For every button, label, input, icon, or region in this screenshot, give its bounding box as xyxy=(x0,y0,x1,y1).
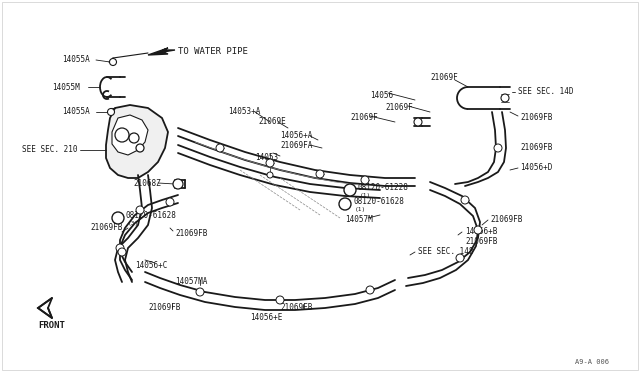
Circle shape xyxy=(112,212,124,224)
Text: SEE SEC. 210: SEE SEC. 210 xyxy=(22,145,77,154)
Circle shape xyxy=(461,196,469,204)
Text: 14057MA: 14057MA xyxy=(175,278,207,286)
Circle shape xyxy=(216,144,224,152)
Text: SEE SEC. 148: SEE SEC. 148 xyxy=(418,247,474,257)
Text: 21069F: 21069F xyxy=(430,74,458,83)
Circle shape xyxy=(266,159,274,167)
Text: 14055A: 14055A xyxy=(62,55,90,64)
Text: B: B xyxy=(348,187,352,192)
Text: 14056+A: 14056+A xyxy=(280,131,312,141)
Text: TO WATER PIPE: TO WATER PIPE xyxy=(178,46,248,55)
Text: 21069FB: 21069FB xyxy=(175,228,207,237)
Text: B: B xyxy=(343,202,347,206)
Text: 14057M: 14057M xyxy=(345,215,372,224)
Text: (1): (1) xyxy=(360,193,371,199)
Text: B: B xyxy=(116,215,120,221)
Circle shape xyxy=(494,144,502,152)
Text: (1): (1) xyxy=(355,208,366,212)
Circle shape xyxy=(414,118,422,126)
Text: 14053: 14053 xyxy=(255,153,278,161)
Text: FRONT: FRONT xyxy=(38,321,65,330)
Circle shape xyxy=(108,109,115,115)
Text: 21069FB: 21069FB xyxy=(490,215,522,224)
Text: 14056+B: 14056+B xyxy=(465,228,497,237)
Circle shape xyxy=(456,254,464,262)
Polygon shape xyxy=(106,105,168,178)
Text: 14055A: 14055A xyxy=(62,108,90,116)
Circle shape xyxy=(316,170,324,178)
Text: 21069FB: 21069FB xyxy=(280,304,312,312)
Text: 21069FB: 21069FB xyxy=(520,113,552,122)
Circle shape xyxy=(118,248,126,256)
Text: SEE SEC. 14D: SEE SEC. 14D xyxy=(518,87,573,96)
Circle shape xyxy=(196,288,204,296)
Text: 14056+E: 14056+E xyxy=(250,314,282,323)
Text: 14056+D: 14056+D xyxy=(520,164,552,173)
Circle shape xyxy=(116,244,124,252)
Circle shape xyxy=(173,179,183,189)
Circle shape xyxy=(267,172,273,178)
Circle shape xyxy=(361,176,369,184)
Text: 14056+C: 14056+C xyxy=(135,260,168,269)
Text: 21068Z: 21068Z xyxy=(133,180,161,189)
Circle shape xyxy=(136,144,144,152)
Text: A9-A 006: A9-A 006 xyxy=(575,359,609,365)
Circle shape xyxy=(136,206,144,214)
Text: 21069E: 21069E xyxy=(258,118,285,126)
Polygon shape xyxy=(112,115,148,155)
Circle shape xyxy=(276,296,284,304)
Polygon shape xyxy=(148,48,175,55)
Text: (3): (3) xyxy=(128,221,140,225)
Text: 21069FB: 21069FB xyxy=(148,304,180,312)
Text: 21069FA: 21069FA xyxy=(280,141,312,150)
Text: 14055M: 14055M xyxy=(52,83,80,92)
Circle shape xyxy=(501,94,509,102)
Text: 14053+A: 14053+A xyxy=(228,108,260,116)
Text: 21069F: 21069F xyxy=(350,113,378,122)
Text: 21069FB: 21069FB xyxy=(465,237,497,247)
Text: 21069FB: 21069FB xyxy=(520,144,552,153)
Text: 08120-61228: 08120-61228 xyxy=(358,183,409,192)
Circle shape xyxy=(339,198,351,210)
Circle shape xyxy=(129,133,139,143)
Circle shape xyxy=(366,286,374,294)
Circle shape xyxy=(166,198,174,206)
Circle shape xyxy=(474,226,482,234)
Text: 21069F: 21069F xyxy=(385,103,413,112)
Circle shape xyxy=(109,58,116,65)
Text: 08120-61628: 08120-61628 xyxy=(353,198,404,206)
Text: 08120-61628: 08120-61628 xyxy=(126,211,177,219)
Circle shape xyxy=(115,128,129,142)
Text: 14056: 14056 xyxy=(370,90,393,99)
Text: 21069FB: 21069FB xyxy=(90,224,122,232)
Circle shape xyxy=(344,184,356,196)
